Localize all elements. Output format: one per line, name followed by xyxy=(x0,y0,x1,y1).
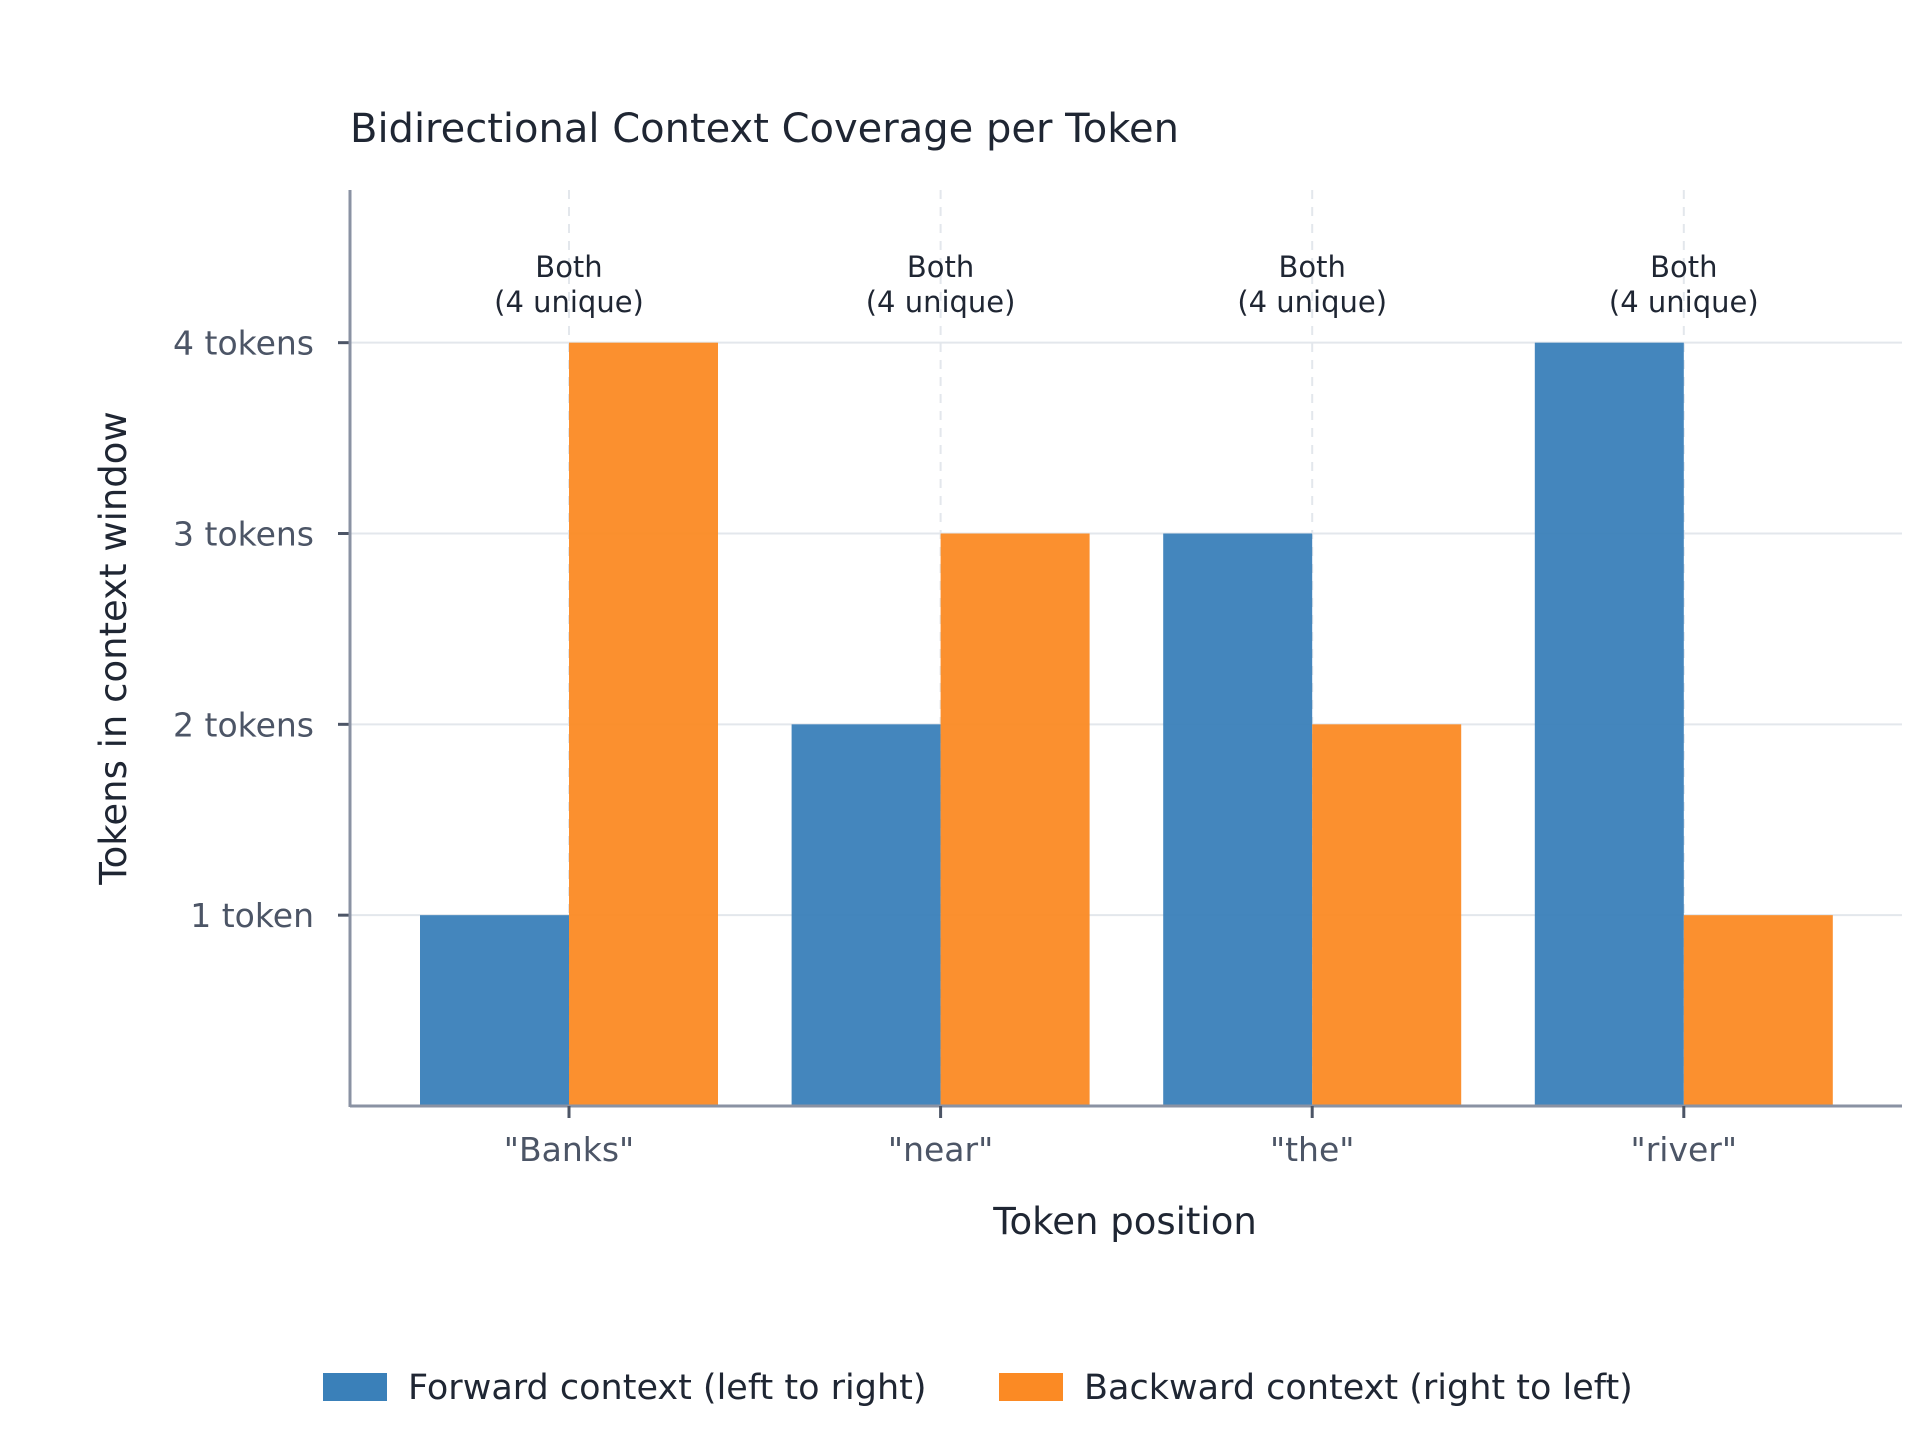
x-tick-label: "Banks" xyxy=(504,1130,634,1169)
bar-backward xyxy=(940,533,1090,1106)
x-tick-label: "river" xyxy=(1631,1130,1738,1169)
chart-title: Bidirectional Context Coverage per Token xyxy=(350,106,1179,152)
x-tick-label: "near" xyxy=(888,1130,993,1169)
legend-label: Forward context (left to right) xyxy=(408,1368,927,1408)
tick-labels: 1 token 2 tokens 3 tokens 4 tokens "Banks" "n… xyxy=(173,324,1737,1169)
y-axis-title: Tokens in context window xyxy=(92,411,135,885)
annotation-line2: (4 unique) xyxy=(494,285,644,319)
bar-forward xyxy=(1163,533,1313,1106)
legend-label: Backward context (right to left) xyxy=(1084,1368,1633,1408)
bar-backward xyxy=(1312,724,1462,1106)
annotation-line1: Both xyxy=(535,250,602,284)
legend-swatch xyxy=(323,1373,387,1401)
y-tick-label: 3 tokens xyxy=(173,515,314,554)
annotations: Both(4 unique)Both(4 unique)Both(4 uniqu… xyxy=(494,250,1759,319)
y-tick-label: 4 tokens xyxy=(173,324,314,363)
x-tick-label: "the" xyxy=(1270,1130,1355,1169)
annotation-line2: (4 unique) xyxy=(1237,285,1387,319)
bar-backward xyxy=(569,342,718,1107)
legend-swatch xyxy=(999,1373,1063,1401)
annotation-line2: (4 unique) xyxy=(1609,285,1759,319)
bar-forward xyxy=(791,724,941,1106)
bar-forward xyxy=(420,915,569,1106)
bar-forward xyxy=(1534,342,1684,1107)
y-tick-label: 1 token xyxy=(190,896,314,935)
annotation-line1: Both xyxy=(907,250,974,284)
annotation-line1: Both xyxy=(1279,250,1346,284)
annotation-line2: (4 unique) xyxy=(866,285,1016,319)
annotation-line1: Both xyxy=(1650,250,1717,284)
y-tick-label: 2 tokens xyxy=(173,705,314,744)
bar-backward xyxy=(1683,915,1833,1106)
x-axis-title: Token position xyxy=(992,1200,1257,1243)
axes xyxy=(338,190,1902,1118)
bars xyxy=(420,342,1833,1107)
legend: Forward context (left to right) Backward … xyxy=(323,1368,1633,1408)
